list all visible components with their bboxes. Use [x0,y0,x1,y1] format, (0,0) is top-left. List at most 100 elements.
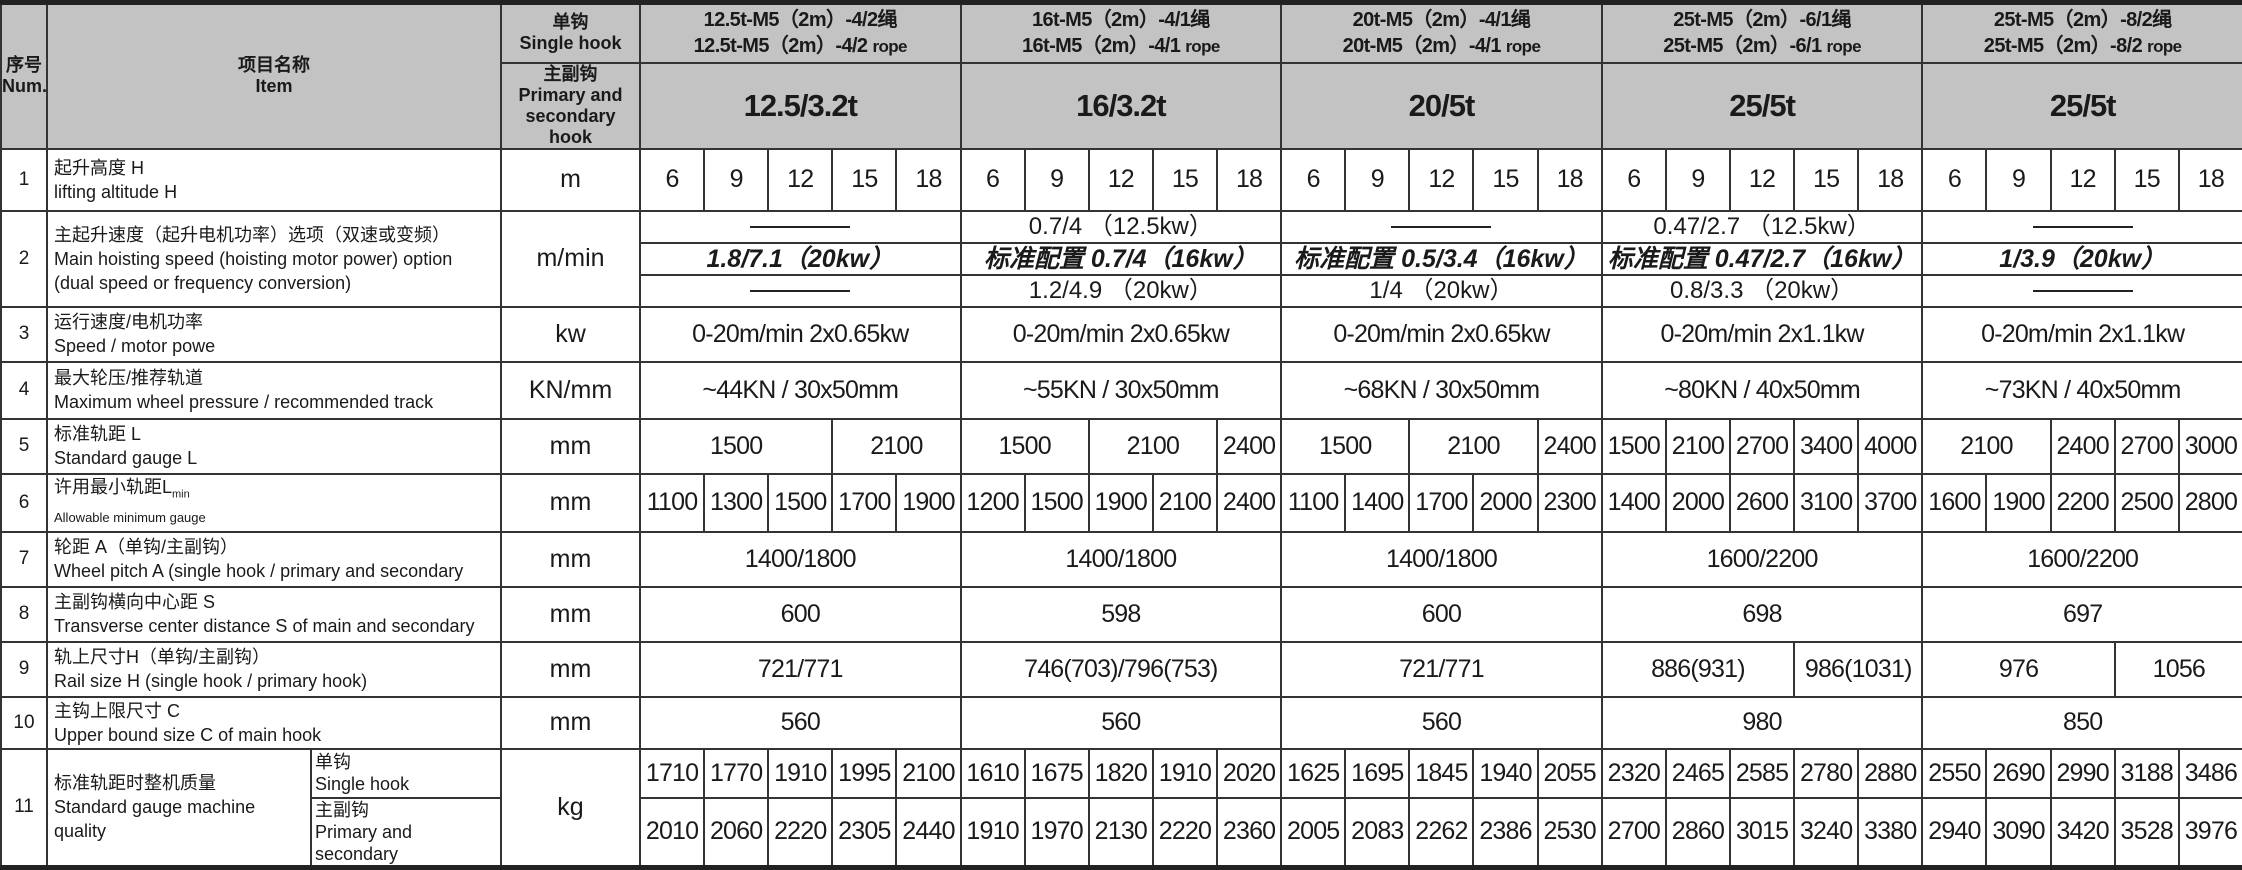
item-en: Maximum wheel pressure / recommended tra… [54,392,434,412]
value-cell: 746(703)/796(753) [959,640,1283,698]
row-number: 8 [0,585,48,643]
value-cell: 2000 [1472,472,1539,533]
item-cn: 轮距 A（单钩/主副钩） [54,535,499,559]
mass-value: 2262 [1408,796,1475,868]
item-cn: 标准轨距时整机质量 [54,773,216,793]
value-cell: 9 [1344,147,1411,212]
capacity-header: 25/5t [1921,61,2242,150]
mass-value: 2585 [1728,747,1796,799]
row-number: 1 [0,147,48,212]
value-cell: 980 [1600,695,1924,750]
mass-value: 2010 [638,796,706,868]
capacity-header: 12.5/3.2t [639,61,962,150]
mass-value: 2440 [895,796,962,868]
value-cell: 1400/1800 [639,530,962,588]
value-cell: 1400 [1344,472,1411,533]
value-cell: 9 [1023,147,1090,212]
mass-value: 2055 [1536,747,1603,799]
mass-value: 1695 [1344,747,1411,799]
value-cell: 9 [1664,147,1731,212]
rope-label: rope [1826,36,1861,56]
mass-value: 2220 [767,796,834,868]
row-number: 5 [0,417,48,475]
value-cell: 850 [1921,695,2242,750]
single-hook-en: Single hook [519,33,622,54]
item-cn-text: 主副钩横向中心距 S [54,592,216,612]
value-cell: 2000 [1664,472,1731,533]
value-cell: 560 [1280,695,1603,750]
mass-value: 1625 [1280,747,1347,799]
value-cell: 6 [1921,147,1988,212]
mass-value: 2005 [1280,796,1347,868]
value-cell: 2100 [1151,472,1218,533]
value-cell: 1500 [1280,417,1411,475]
value-cell: 600 [1280,585,1603,643]
value-cell: 1400/1800 [959,530,1283,588]
mass-value: 2220 [1151,796,1218,868]
speed-option [1921,273,2242,308]
value-cell: 15 [1472,147,1539,212]
value-cell: 0-20m/min 2x0.65kw [959,305,1283,363]
value-cell: 0-20m/min 2x0.65kw [639,305,962,363]
mass-value: 1845 [1408,747,1475,799]
value-cell: 2400 [1215,417,1283,475]
mass-value: 2880 [1857,747,1924,799]
item-cn-text: 最大轮压/推荐轨道 [54,368,204,388]
model-line-1: 16t-M5（2m）-4/1绳 [1031,8,1210,31]
item-cn-text: 起升高度 H [54,157,144,178]
item-label: 轨上尺寸H（单钩/主副钩） Rail size H (single hook / … [46,640,502,698]
unit: mm [500,472,641,533]
value-cell: 1500 [959,417,1090,475]
item-en: Standard gauge L [54,448,198,468]
row-number: 6 [0,472,48,533]
item-cn: 标准轨距 L [54,422,499,446]
value-cell: 1056 [2113,640,2242,698]
item-cn: 许用最小轨距Lmin [54,476,499,507]
speed-row: 1.8/7.1（20kw） 标准配置 0.7/4（16kw） 标准配置 0.5/3.… [1,241,2242,276]
value-cell: 598 [959,585,1283,643]
item-label: 标准轨距 L Standard gauge L [46,417,502,475]
model-name: 25t-M5（2m）-6/1 [1663,34,1822,57]
speed-option: 0.8/3.3 （20kw） [1600,273,1924,308]
value-cell: 560 [959,695,1283,750]
value-cell: 2100 [831,417,962,475]
table-row: 4 最大轮压/推荐轨道 Maximum wheel pressure / recom… [0,360,2242,420]
mass-value: 2860 [1664,796,1731,868]
value-cell: 12 [2049,147,2116,212]
item-en: Upper bound size C of main hook [54,724,322,745]
model-line-1: 25t-M5（2m）-8/2绳 [1993,8,2172,31]
value-cell: 1500 [638,417,834,475]
mass-value: 2780 [1793,747,1860,799]
model-header: 25t-M5（2m）-6/1绳 25t-M5（2m）-6/1 rope [1600,1,1924,64]
model-line-1: 12.5t-M5（2m）-4/2绳 [703,8,898,31]
mass-value: 2550 [1921,747,1988,799]
value-cell: 12 [1408,147,1475,212]
speed-option [639,209,962,244]
value-cell: 15 [831,147,898,212]
value-cell: 1500 [1600,417,1667,475]
table-row: 6 许用最小轨距Lmin Allowable minimum gauge mm 1100… [0,472,2242,533]
capacity-header: 20/5t [1280,61,1603,150]
value-cell: 2300 [1536,472,1603,533]
row-number: 3 [0,305,48,363]
item-cn-text: 主起升速度（起升电机功率）选项（双速或变频） [54,224,450,245]
rope-label: rope [1505,36,1541,56]
dash-line [750,226,851,229]
hook-type-label: 单钩 Single hook [310,747,502,799]
model-header: 20t-M5（2m）-4/1绳 20t-M5（2m）-4/1 rope [1280,1,1603,64]
value-cell: 986(1031) [1793,640,1924,698]
value-cell: 976 [1921,640,2116,698]
speed-option: 1.8/7.1（20kw） [639,241,962,276]
mass-value: 1820 [1087,747,1154,799]
value-cell: 18 [1857,147,1924,212]
mass-value: 3090 [1985,796,2052,868]
item-cn: 主副钩横向中心距 S [54,590,499,614]
single-hook-cn: 单钩 [552,12,589,33]
value-cell: 18 [1536,147,1603,212]
speed-option: 1.2/4.9 （20kw） [959,273,1283,308]
value-cell: 18 [895,147,962,212]
value-cell: 3100 [1793,472,1860,533]
value-cell: ~44KN / 30x50mm [639,360,962,420]
